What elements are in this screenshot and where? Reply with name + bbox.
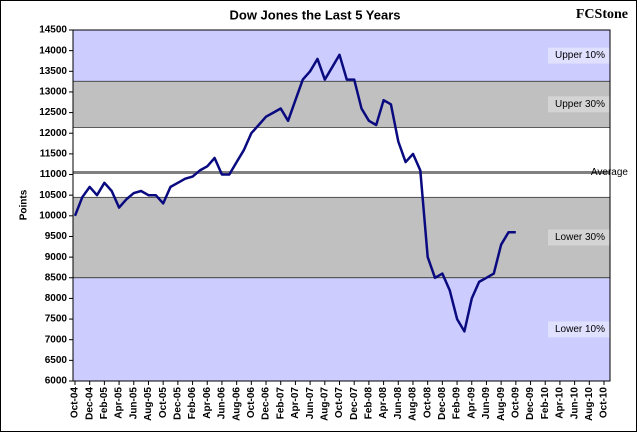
y-tick-label: 8500 — [45, 272, 68, 283]
band-label-bg — [548, 47, 610, 64]
x-tick-label: Oct-04 — [70, 387, 81, 419]
band-label: Lower 30% — [555, 232, 605, 243]
band-label: Upper 10% — [555, 50, 605, 61]
x-tick-label: Aug-08 — [408, 387, 419, 421]
band-label: Upper 30% — [555, 99, 605, 110]
x-tick-label: Oct-06 — [246, 387, 257, 419]
x-tick-label: Apr-09 — [466, 387, 477, 419]
x-tick-label: Dec-08 — [437, 387, 448, 420]
x-tick-label: Oct-08 — [422, 387, 433, 419]
x-tick-label: Aug-07 — [319, 387, 330, 421]
chart-title: Dow Jones the Last 5 Years — [230, 7, 401, 22]
y-tick-label: 10000 — [39, 210, 67, 221]
x-tick-label: Dec-06 — [261, 387, 272, 420]
y-tick-label: 7000 — [45, 334, 68, 345]
x-tick-label: Feb-05 — [99, 387, 110, 420]
logo: FCStone — [576, 7, 628, 22]
y-tick-label: 7500 — [45, 314, 68, 325]
x-tick-label: Apr-06 — [202, 387, 213, 419]
x-tick-label: Apr-05 — [114, 387, 125, 419]
band-label-bg — [548, 229, 610, 246]
data-line — [73, 53, 516, 333]
x-tick-label: Feb-08 — [364, 387, 375, 420]
band-label-bg — [548, 321, 610, 338]
y-tick-label: 6500 — [45, 355, 68, 366]
y-tick-label: 6000 — [45, 376, 68, 387]
x-tick-label: Jun-07 — [305, 387, 316, 420]
y-tick-label: 9000 — [45, 252, 68, 263]
y-tick-label: 13500 — [39, 66, 67, 77]
x-tick-label: Apr-08 — [378, 387, 389, 419]
y-tick-label: 12000 — [39, 128, 67, 139]
y-tick-label: 14000 — [39, 45, 67, 56]
band — [72, 80, 611, 128]
y-tick-label: 10500 — [39, 190, 67, 201]
x-tick-label: Feb-10 — [540, 387, 551, 420]
x-tick-label: Dec-09 — [525, 387, 536, 420]
y-tick-label: 11000 — [40, 169, 68, 180]
x-tick-label: Jun-08 — [393, 387, 404, 420]
x-tick-label: Aug-06 — [231, 387, 242, 421]
band-label-bg — [548, 96, 610, 113]
x-tick-label: Apr-07 — [290, 387, 301, 419]
y-tick-label: 13000 — [39, 87, 67, 98]
x-tick-label: Aug-05 — [143, 387, 154, 421]
x-tick-label: Jun-09 — [481, 387, 492, 420]
y-tick-label: 11500 — [40, 149, 68, 160]
x-tick-label: Oct-10 — [599, 387, 610, 419]
x-tick-label: Oct-05 — [158, 387, 169, 419]
x-tick-label: Aug-09 — [496, 387, 507, 421]
x-tick-label: Feb-07 — [275, 387, 286, 420]
x-tick-label: Aug-10 — [584, 387, 595, 421]
x-tick-label: Oct-09 — [510, 387, 521, 419]
band — [72, 29, 611, 82]
y-tick-label: 12500 — [39, 107, 67, 118]
y-tick-label: 14500 — [39, 25, 67, 36]
band-label: Lower 10% — [555, 324, 605, 335]
x-tick-label: Feb-06 — [187, 387, 198, 420]
x-tick-label: Dec-04 — [84, 387, 95, 420]
y-tick-label: 9500 — [45, 231, 68, 242]
plot-border — [72, 29, 611, 382]
x-tick-label: Dec-07 — [349, 387, 360, 420]
x-tick-label: Jun-06 — [217, 387, 228, 420]
x-tick-label: Apr-10 — [555, 387, 566, 419]
x-tick-label: Oct-07 — [334, 387, 345, 419]
x-tick-label: Feb-09 — [452, 387, 463, 420]
y-tick-label: 8000 — [45, 293, 68, 304]
x-tick-label: Jun-05 — [128, 387, 139, 420]
y-axis-title: Points — [19, 189, 30, 220]
x-tick-label: Jun-10 — [569, 387, 580, 420]
x-tick-label: Dec-05 — [173, 387, 184, 420]
band — [72, 277, 611, 382]
band — [72, 196, 611, 279]
